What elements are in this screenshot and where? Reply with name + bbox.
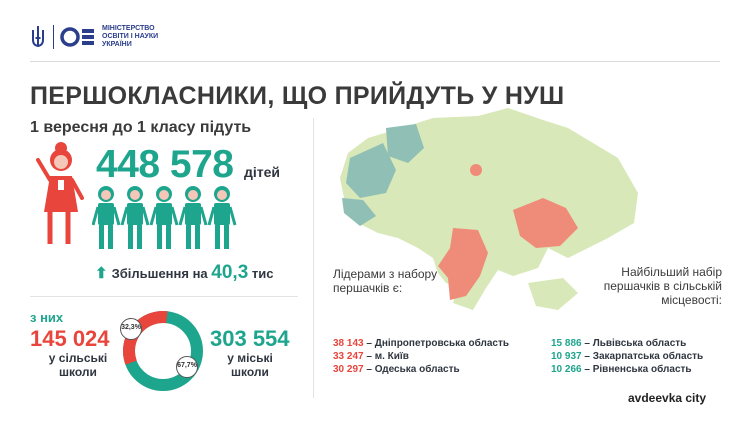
increase-label: Збільшення на	[111, 266, 208, 281]
urban-percent-bubble: 67,7%	[176, 356, 198, 378]
list-item: 10 266 – Рівненська область	[551, 364, 692, 375]
page-subtitle: 1 вересня до 1 класу підуть	[30, 119, 252, 136]
watermark: avdeevka city	[628, 391, 707, 405]
list-item: 33 247 – м. Київ	[333, 351, 409, 362]
schools-donut-chart	[123, 311, 203, 391]
increase-unit: тис	[251, 266, 274, 281]
ministry-line-2: ОСВІТИ І НАУКИ	[102, 33, 159, 40]
map-kyiv-city	[470, 164, 482, 176]
rural-leaders-list: 15 886 – Львівська область 10 937 – Зака…	[551, 337, 703, 376]
map-base	[340, 108, 638, 310]
leader-count: 33 247	[333, 351, 364, 362]
list-item: 15 886 – Львівська область	[551, 338, 687, 349]
header-separator	[53, 25, 54, 49]
list-item: 10 937 – Закарпатська область	[551, 351, 704, 362]
map-dnipro-region	[513, 198, 578, 248]
rural-percent-bubble: 32,3%	[120, 318, 142, 340]
column-divider	[313, 118, 314, 398]
header-divider	[30, 61, 720, 62]
rural-leader-region: Львівська область	[592, 338, 687, 349]
leader-region: Дніпропетровська область	[374, 338, 510, 349]
rural-leaders-heading: Найбільший набір першачків в сільській м…	[603, 265, 722, 307]
arrow-up-icon: ⬆	[95, 265, 108, 282]
rural-leader-count: 10 937	[551, 351, 582, 362]
urban-percent-sign: %	[190, 362, 197, 369]
of-them-label: з них	[30, 310, 64, 325]
ministry-line-3: УКРАЇНИ	[102, 41, 132, 48]
rural-schools-number: 145 024	[30, 326, 110, 351]
map-rivne-region	[386, 124, 424, 163]
leaders-heading: Лідерами з набору першачків є:	[333, 267, 438, 295]
leader-region: Одеська область	[374, 364, 460, 375]
leader-count: 30 297	[333, 364, 364, 375]
rural-percent: 32,3	[121, 324, 135, 331]
increase-value: 40,3	[211, 262, 249, 283]
mon-logo-icon	[60, 27, 94, 47]
rural-leader-count: 10 266	[551, 364, 582, 375]
list-item: 38 143 – Дніпропетровська область	[333, 338, 510, 349]
ministry-line-1: МІНІСТЕРСТВО	[102, 25, 155, 32]
ukraine-map	[340, 108, 638, 310]
map-lviv-region	[346, 143, 396, 198]
leader-region: м. Київ	[374, 351, 409, 362]
increase-line: ⬆ Збільшення на 40,3 тис	[95, 262, 274, 284]
urban-schools-number: 303 554	[210, 326, 290, 351]
urban-schools-label: у міські школи	[227, 351, 273, 379]
rural-percent-sign: %	[134, 324, 141, 331]
rural-schools-label: у сільські школи	[48, 351, 108, 379]
list-item: 30 297 – Одеська область	[333, 364, 460, 375]
map-crimea	[528, 278, 578, 310]
children-icon	[92, 186, 237, 249]
section-divider	[30, 296, 298, 297]
urban-percent: 67,7	[177, 362, 191, 369]
rural-leader-region: Закарпатська область	[592, 351, 704, 362]
map-odesa-region	[438, 228, 488, 300]
map-zakarpattia-region	[342, 198, 376, 226]
total-children-unit: дітей	[244, 164, 281, 180]
teacher-icon	[36, 142, 84, 244]
rural-leader-count: 15 886	[551, 338, 582, 349]
ministry-name: МІНІСТЕРСТВО ОСВІТИ І НАУКИ УКРАЇНИ	[102, 25, 212, 49]
leaders-list: 38 143 – Дніпропетровська область 33 247…	[333, 337, 509, 376]
total-children-number: 448 578	[96, 143, 234, 186]
rural-leader-region: Рівненська область	[592, 364, 692, 375]
leader-count: 38 143	[333, 338, 364, 349]
trident-icon	[32, 26, 44, 48]
page-title: ПЕРШОКЛАСНИКИ, ЩО ПРИЙДУТЬ У НУШ	[30, 82, 565, 110]
